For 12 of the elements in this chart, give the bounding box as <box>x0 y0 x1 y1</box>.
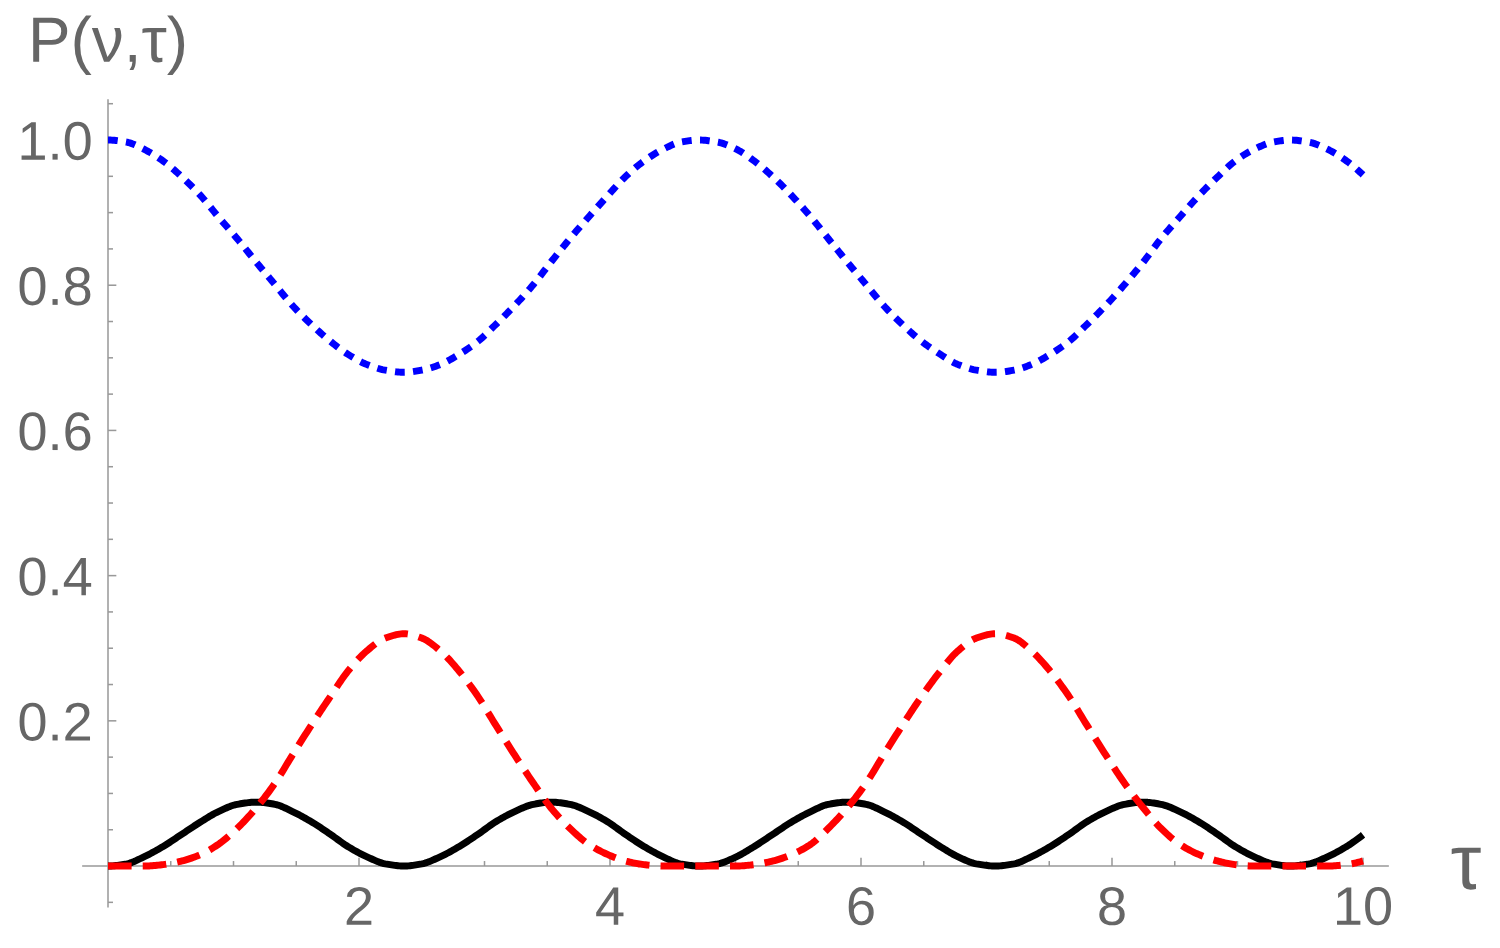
x-tick-label: 10 <box>1337 886 1392 926</box>
y-tick-label: 0.6 <box>19 412 91 451</box>
x-tick-label: 6 <box>848 886 874 926</box>
y-tick-label: 1.0 <box>21 121 91 161</box>
y-tick-label: 0.8 <box>19 267 91 306</box>
y-tick-label: 0.4 <box>19 557 92 596</box>
x-tick-label: 2 <box>346 886 372 925</box>
x-tick-label: 8 <box>1099 886 1125 926</box>
y-tick-label: 0.2 <box>19 702 91 741</box>
x-axis-title: τ <box>1451 847 1481 890</box>
x-tick-label: 4 <box>596 887 624 925</box>
y-axis-title: P(ν,τ) <box>33 15 185 76</box>
